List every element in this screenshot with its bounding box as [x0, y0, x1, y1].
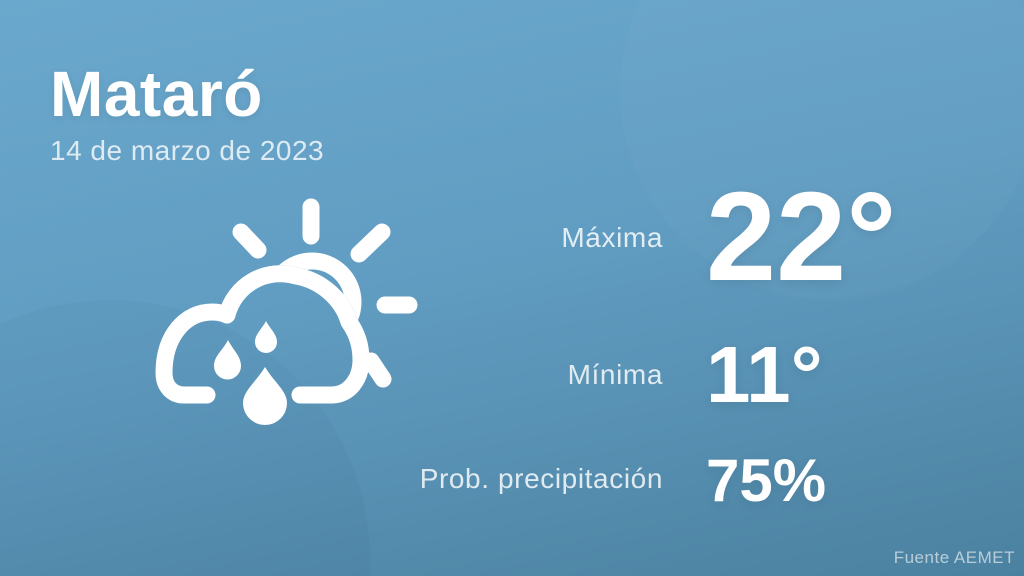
header: Mataró 14 de marzo de 2023 — [50, 62, 324, 167]
sun-disc-icon — [262, 252, 362, 352]
source-credit: Fuente AEMET — [893, 548, 1015, 567]
precipitation-label: Prob. precipitación — [419, 463, 663, 494]
cloud-outline-icon — [155, 265, 370, 404]
sun-behind-rain-cloud-icon — [150, 180, 440, 430]
raindrops-icon — [214, 321, 287, 425]
page-title: Mataró — [50, 58, 263, 130]
sun-rays-icon — [232, 198, 418, 388]
max-temp-value: 22° — [706, 166, 897, 307]
date-subtitle: 14 de marzo de 2023 — [50, 135, 325, 166]
max-temp-label: Máxima — [561, 222, 663, 253]
min-temp-label: Mínima — [567, 359, 663, 390]
min-temp-value: 11° — [706, 330, 823, 419]
precipitation-value: 75% — [706, 447, 827, 514]
